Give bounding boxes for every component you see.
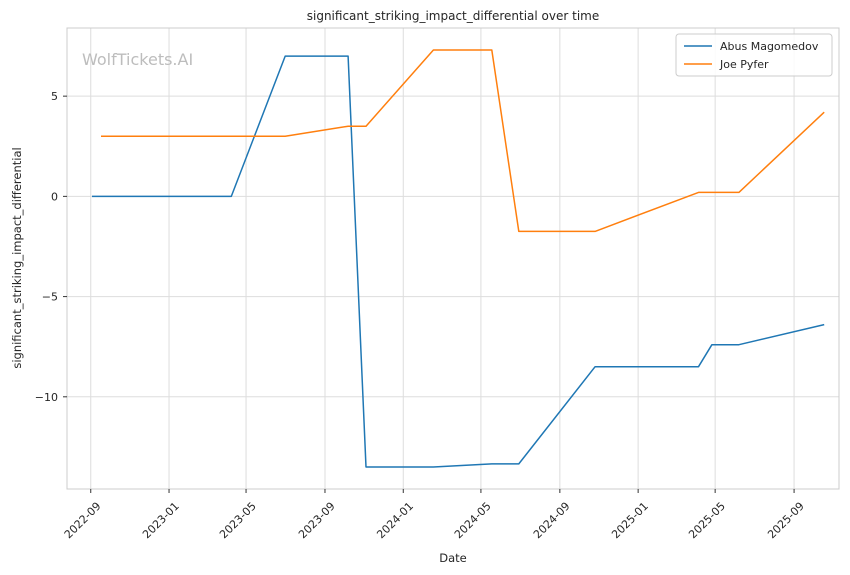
watermark: WolfTickets.AI: [82, 50, 193, 69]
y-tick-label: 5: [51, 90, 58, 103]
legend-label-abus-magomedov: Abus Magomedov: [720, 40, 819, 53]
legend-label-joe-pyfer: Joe Pyfer: [719, 58, 769, 71]
x-axis-label: Date: [439, 551, 467, 565]
legend: Abus Magomedov Joe Pyfer: [675, 33, 833, 77]
series-line-abus-magomedov: [92, 55, 825, 468]
plot-frame: [66, 27, 840, 490]
y-axis-ticks: 5 0 −5 −10: [35, 90, 67, 404]
y-tick-label: 0: [51, 190, 58, 203]
y-tick-label: −10: [35, 391, 58, 404]
y-axis-label: significant_striking_impact_differential: [10, 147, 24, 368]
grid: [67, 28, 839, 489]
series-line-joe-pyfer: [101, 49, 825, 233]
y-tick-label: −5: [42, 291, 58, 304]
chart-title: significant_striking_impact_differential…: [307, 9, 599, 23]
series-lines: [92, 49, 825, 468]
legend-box: [675, 33, 833, 77]
